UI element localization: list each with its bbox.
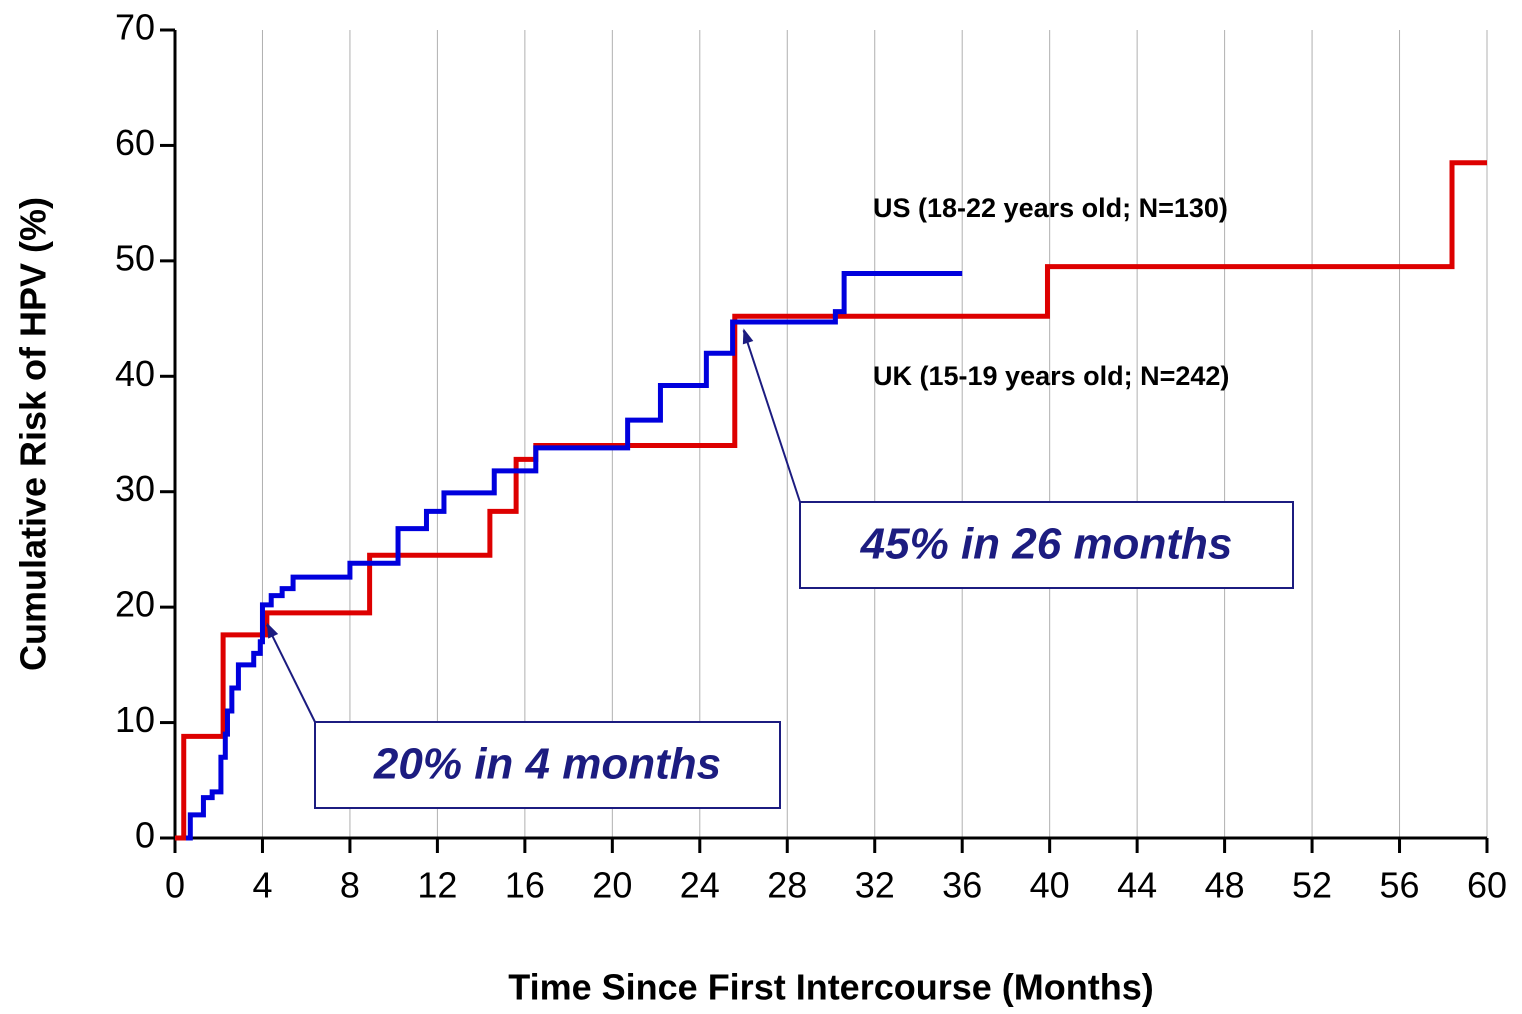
x-tick-label: 16 (505, 865, 545, 906)
arrow-head (742, 328, 754, 345)
annotation-box (799, 501, 1294, 589)
x-tick-label: 24 (680, 865, 720, 906)
x-tick-label: 28 (767, 865, 807, 906)
annotation-arrow (742, 330, 801, 503)
annotation-arrow (265, 624, 316, 723)
x-tick-label: 0 (165, 865, 185, 906)
x-tick-label: 4 (252, 865, 272, 906)
x-axis-title: Time Since First Intercourse (Months) (508, 967, 1153, 1008)
y-tick-label: 60 (115, 122, 155, 163)
y-tick-label: 70 (115, 7, 155, 48)
y-tick-label: 0 (135, 815, 155, 856)
x-tick-label: 40 (1030, 865, 1070, 906)
y-tick-label: 20 (115, 584, 155, 625)
x-tick-label: 36 (942, 865, 982, 906)
x-tick-label: 32 (855, 865, 895, 906)
x-tick-label: 56 (1380, 865, 1420, 906)
series-line (185, 271, 963, 841)
y-tick-label: 10 (115, 699, 155, 740)
x-tick-label: 12 (417, 865, 457, 906)
annotation-text: 45% in 26 months (860, 520, 1233, 569)
series-label: UK (15-19 years old; N=242) (873, 361, 1229, 391)
annotation-text: 20% in 4 months (373, 740, 721, 789)
arrow-head (266, 622, 279, 639)
series-label: US (18-22 years old; N=130) (873, 193, 1228, 223)
y-tick-label: 30 (115, 468, 155, 509)
x-tick-label: 8 (340, 865, 360, 906)
series-line (175, 160, 1487, 841)
x-tick-label: 44 (1117, 865, 1157, 906)
x-tick-label: 60 (1467, 865, 1507, 906)
annotation-box (314, 721, 781, 809)
y-tick-label: 50 (115, 237, 155, 278)
x-tick-label: 52 (1292, 865, 1332, 906)
x-tick-label: 48 (1205, 865, 1245, 906)
y-tick-label: 40 (115, 353, 155, 394)
x-tick-label: 20 (592, 865, 632, 906)
y-axis-title: Cumulative Risk of HPV (%) (13, 197, 54, 671)
